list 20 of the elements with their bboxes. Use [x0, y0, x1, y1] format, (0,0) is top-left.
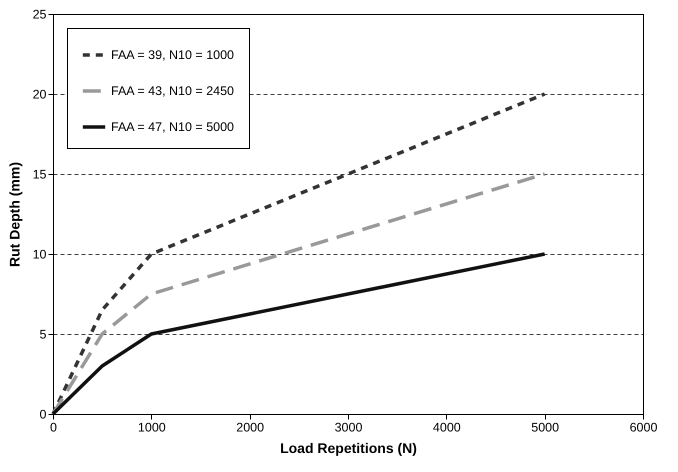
x-tick-label: 2000	[236, 420, 264, 434]
legend-label: FAA = 47, N10 = 5000	[111, 120, 234, 134]
line-series	[51, 172, 546, 416]
x-tick-label: 6000	[630, 420, 658, 434]
x-tick-label: 0	[50, 420, 58, 434]
y-tick-label: 15	[32, 168, 47, 182]
y-tick-label: 25	[32, 8, 47, 22]
x-tick-label: 1000	[138, 420, 166, 434]
x-tick-label: 4000	[432, 420, 461, 434]
y-tick-label: 0	[40, 408, 47, 422]
y-tick-label: 10	[32, 248, 47, 262]
line-series	[51, 252, 546, 416]
y-axis-title: Rut Depth (mm)	[6, 162, 23, 267]
x-tick-label: 3000	[334, 420, 362, 434]
legend-label: FAA = 39, N10 = 1000	[111, 48, 234, 62]
y-tick-label: 5	[40, 328, 47, 342]
y-tick-label: 20	[32, 88, 47, 102]
x-tick-label: 5000	[531, 420, 560, 434]
legend-label: FAA = 43, N10 = 2450	[111, 84, 234, 98]
x-axis-title: Load Repetitions (N)	[280, 440, 417, 456]
